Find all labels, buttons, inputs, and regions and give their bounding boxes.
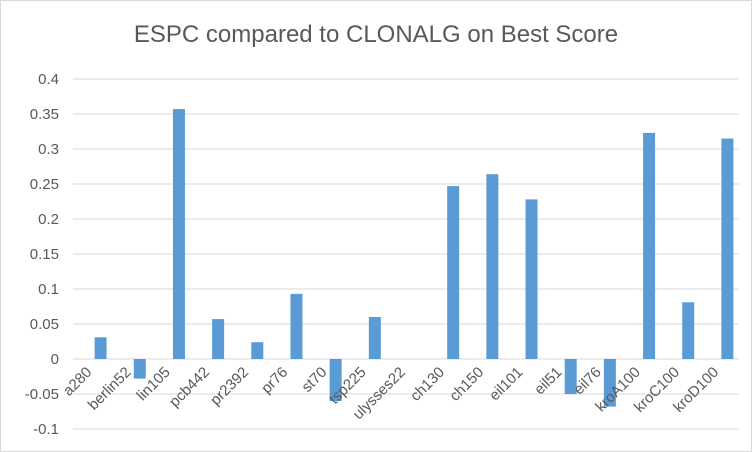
y-tick-label: 0.35 xyxy=(30,106,59,123)
bar-ch150 xyxy=(486,174,499,359)
bar-st70 xyxy=(329,359,342,401)
y-tick-label: 0.2 xyxy=(38,211,59,228)
bar-eil76 xyxy=(603,359,616,407)
y-tick-label: 0 xyxy=(51,351,59,368)
category-label: eil101 xyxy=(486,364,526,404)
category-label: pr2392 xyxy=(207,364,252,409)
category-label: ch130 xyxy=(407,364,448,405)
bar-lin105 xyxy=(172,109,185,359)
bar-tsp225 xyxy=(368,317,381,359)
y-tick-label: 0.4 xyxy=(38,71,59,88)
y-tick-label: 0.25 xyxy=(30,176,59,193)
bar-pcb442 xyxy=(212,319,225,359)
category-label: pcb442 xyxy=(166,364,213,411)
bar-kroC100 xyxy=(682,302,695,359)
bar-eil51 xyxy=(564,359,577,394)
y-tick-label: -0.05 xyxy=(25,386,59,403)
bar-kroD100 xyxy=(721,138,734,359)
category-label: pr76 xyxy=(258,364,291,397)
category-label: eil51 xyxy=(531,364,565,398)
y-tick-label: 0.1 xyxy=(38,281,59,298)
category-label: ch150 xyxy=(446,364,487,405)
chart-title: ESPC compared to CLONALG on Best Score xyxy=(133,21,619,48)
bar-kroA100 xyxy=(643,132,656,359)
bar-eil101 xyxy=(525,199,538,359)
y-tick-label: 0.15 xyxy=(30,246,59,263)
category-label: st70 xyxy=(298,364,330,396)
y-tick-label: -0.1 xyxy=(33,421,59,438)
bar-pr2392 xyxy=(251,342,264,359)
bar-a280 xyxy=(94,337,107,359)
bar-ch130 xyxy=(447,186,460,359)
bar-pr76 xyxy=(290,293,303,359)
y-tick-label: 0.05 xyxy=(30,316,59,333)
y-tick-label: 0.3 xyxy=(38,141,59,158)
category-label: berlin52 xyxy=(85,364,135,414)
bar-berlin52 xyxy=(133,359,146,379)
